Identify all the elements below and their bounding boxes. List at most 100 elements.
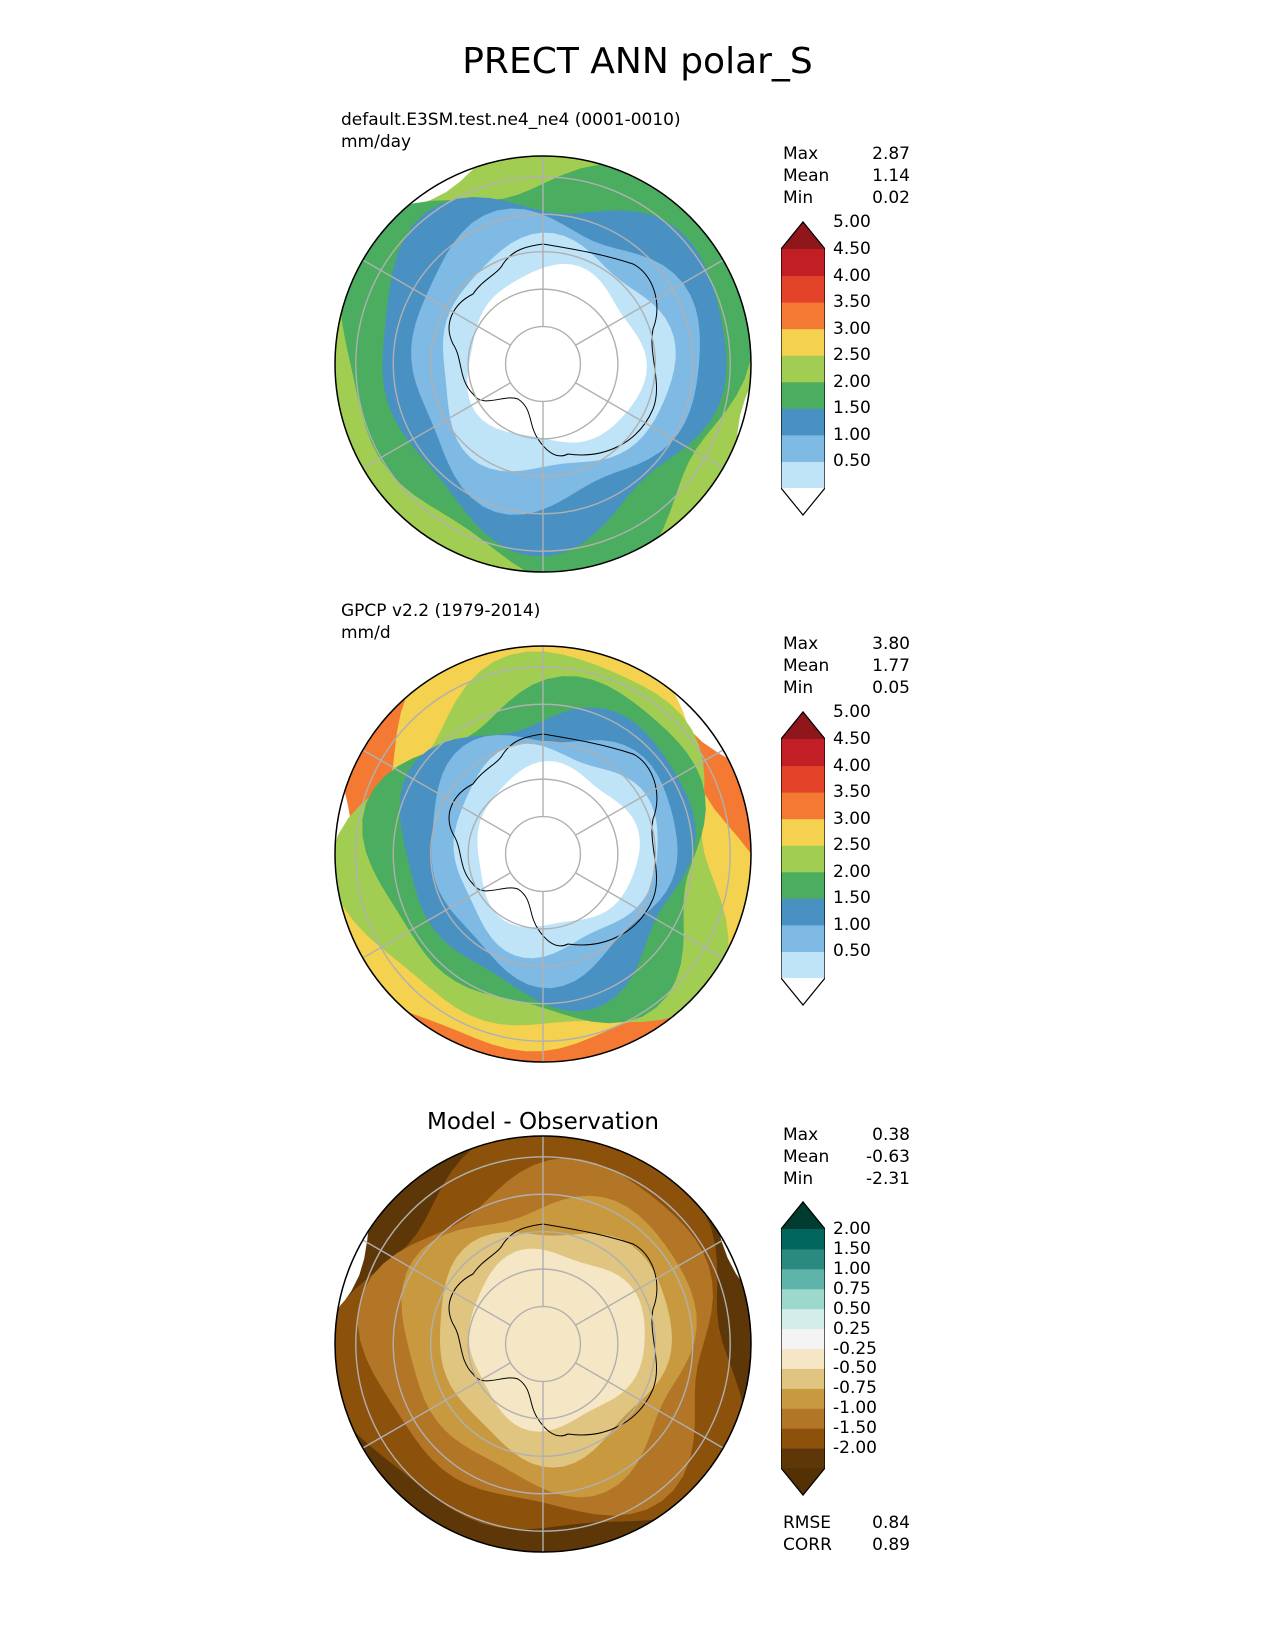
- panel-3-stats: Max 0.38 Mean -0.63 Min -2.31: [783, 1124, 910, 1190]
- colorbar-difference: -2.00 -1.50 -1.00 -0.75 -0.50 -0.25 0.25 0.50 0.…: [781, 1201, 911, 1496]
- colorbar-segment: [781, 328, 825, 356]
- colorbar-segment: [781, 1448, 825, 1469]
- stat-value: 0.02: [872, 188, 910, 208]
- stat-value: 0.38: [872, 1125, 910, 1145]
- colorbar-segment: [781, 302, 825, 330]
- polar-map-model: [334, 155, 752, 573]
- stat-value: 2.87: [872, 144, 910, 164]
- colorbar-segment: [781, 1248, 825, 1270]
- colorbar-tick-label: 3.00: [833, 808, 871, 829]
- colorbar-segment: [781, 1229, 825, 1250]
- colorbar-segment: [781, 1308, 825, 1330]
- colorbar-tick-label: 4.50: [833, 729, 871, 749]
- meridian-gridline: [575, 259, 724, 346]
- coastline: [448, 243, 658, 457]
- meridian-gridline: [362, 1239, 511, 1326]
- panel-2-units: mm/d: [341, 623, 391, 643]
- metric-label: RMSE: [783, 1513, 832, 1533]
- colorbar-segment: [781, 1368, 825, 1389]
- meridian-gridline: [362, 259, 511, 346]
- colorbar-outline: [781, 221, 825, 516]
- metric-value: 0.84: [872, 1513, 910, 1533]
- colorbar-segment: [781, 1428, 825, 1449]
- colorbar-segment: [781, 1328, 825, 1349]
- colorbar-segment: [781, 951, 825, 979]
- colorbar-tick-label: -2.00: [833, 1438, 877, 1459]
- colorbar-tick-label: 5.00: [833, 212, 871, 233]
- stat-value: -0.63: [866, 1147, 910, 1167]
- stat-label: Mean: [783, 166, 830, 186]
- colorbar-segment: [781, 1388, 825, 1409]
- meridian-gridline: [362, 749, 511, 836]
- colorbar-observation: 0.50 1.00 1.50 2.00 2.50 3.00 3.50 4.00 4.50 5.00: [781, 702, 911, 1006]
- colorbar-segment: [781, 381, 825, 409]
- colorbar-segment: [781, 355, 825, 383]
- stat-value: 1.77: [872, 656, 910, 676]
- meridian-gridline: [362, 382, 511, 469]
- panel-3-title: Model - Observation: [426, 1109, 660, 1135]
- meridian-gridline: [575, 1239, 724, 1326]
- colorbar-tick-label: 4.00: [833, 265, 871, 286]
- colorbar-tick-label: -1.50: [833, 1418, 877, 1439]
- contour-band: [468, 1248, 645, 1432]
- colorbar-tick-label: 2.00: [833, 861, 871, 882]
- colorbar-segment: [781, 1348, 825, 1369]
- colorbar-tick-label: 2.00: [833, 1219, 871, 1239]
- panel-2-title: GPCP v2.2 (1979-2014): [341, 601, 541, 621]
- colorbar-segment: [781, 818, 825, 846]
- colorbar-segment: [781, 249, 825, 277]
- colorbar-extend-min: [781, 1468, 825, 1496]
- colorbar-tick-label: 2.50: [833, 345, 871, 366]
- meridian-gridline: [575, 872, 724, 959]
- colorbar-tick-label: 1.50: [833, 1238, 871, 1259]
- colorbar-extend-max: [781, 1201, 825, 1229]
- stat-label: Max: [783, 144, 819, 164]
- stat-label: Mean: [783, 1147, 830, 1167]
- colorbar-extend-max: [781, 221, 825, 249]
- colorbar-tick-label: 2.00: [833, 371, 871, 392]
- panel-1-units: mm/day: [341, 132, 412, 152]
- colorbar-segment: [781, 275, 825, 303]
- meridian-gridline: [575, 1362, 724, 1449]
- stat-label: Mean: [783, 656, 830, 676]
- colorbar-tick-label: 0.25: [833, 1318, 871, 1339]
- colorbar-tick-label: -0.25: [833, 1338, 877, 1359]
- map-border: [334, 645, 752, 1063]
- map-border: [334, 155, 752, 573]
- colorbar-tick-label: 4.00: [833, 755, 871, 776]
- colorbar-outline: [781, 1201, 825, 1496]
- stat-value: 1.14: [872, 166, 910, 186]
- colorbar-segment: [781, 434, 825, 462]
- colorbar-segment: [781, 461, 825, 489]
- colorbar-tick-label: 4.50: [833, 239, 871, 259]
- stat-label: Min: [783, 1169, 814, 1189]
- colorbar-extend-min: [781, 488, 825, 516]
- stat-label: Max: [783, 1125, 819, 1145]
- colorbar-tick-label: -0.50: [833, 1358, 877, 1379]
- colorbar-tick-label: 1.00: [833, 914, 871, 935]
- colorbar-tick-label: 2.50: [833, 835, 871, 856]
- colorbar-segment: [781, 792, 825, 820]
- meridian-gridline: [362, 1362, 511, 1449]
- stat-value: 3.80: [872, 634, 910, 654]
- coastline: [448, 733, 658, 947]
- latitude-gridline: [504, 1305, 582, 1383]
- colorbar-segment: [781, 765, 825, 793]
- colorbar-tick-label: 3.00: [833, 318, 871, 339]
- metric-value: 0.89: [872, 1535, 910, 1555]
- colorbar-tick-label: 0.50: [833, 1298, 871, 1319]
- colorbar-tick-label: 1.50: [833, 888, 871, 909]
- colorbar-segment: [781, 1268, 825, 1290]
- colorbar-segment: [781, 845, 825, 873]
- meridian-gridline: [575, 382, 724, 469]
- stat-value: 0.05: [872, 678, 910, 698]
- map-border: [334, 1135, 752, 1553]
- colorbar-tick-label: 3.50: [833, 782, 871, 803]
- coastline: [448, 1223, 658, 1437]
- polar-map-observation: [334, 645, 752, 1063]
- metric-label: CORR: [783, 1535, 832, 1555]
- colorbar-tick-label: 5.00: [833, 702, 871, 723]
- meridian-gridline: [362, 872, 511, 959]
- colorbar-tick-label: 0.50: [833, 451, 871, 472]
- colorbar-model: 0.50 1.00 1.50 2.00 2.50 3.00 3.50 4.00 4.50 5.00: [781, 212, 911, 516]
